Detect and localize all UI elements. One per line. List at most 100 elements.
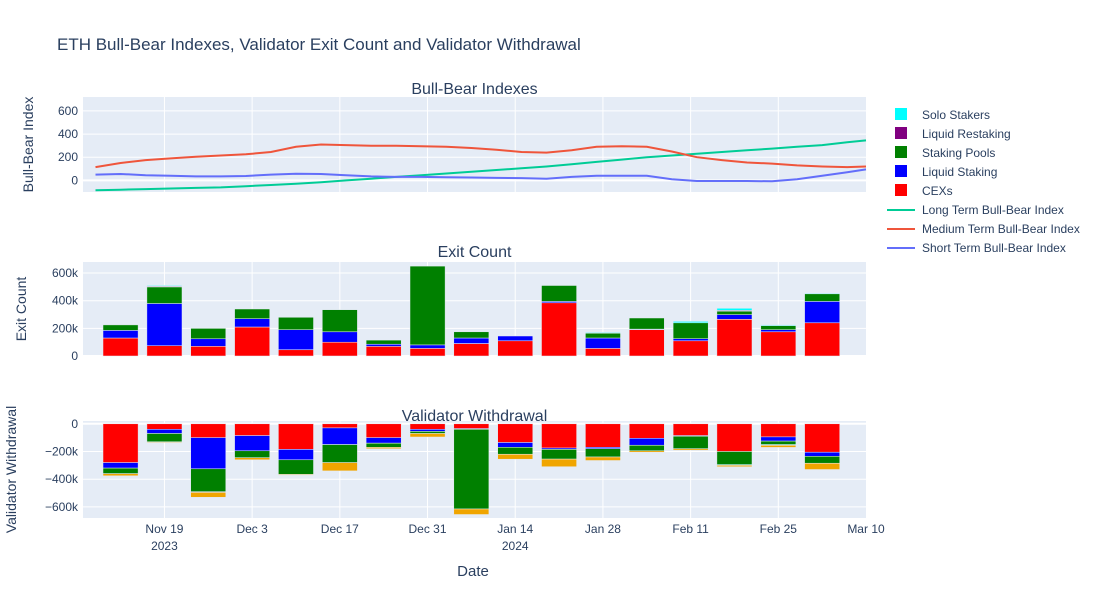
x-tick-label: Dec 17 [321,522,359,536]
bar-cex [102,337,139,357]
bar-pools [672,435,709,449]
bar-pools [278,459,314,475]
legend-item-solo[interactable]: Solo Stakers [895,108,990,122]
bar-other [497,454,534,460]
bar-pools [234,450,270,458]
bar-pools [409,431,446,434]
bar-pools [716,451,753,465]
y-tick-label: 0 [71,173,78,187]
bar-pools [672,322,709,339]
y-axis-label: Exit Count [13,277,29,342]
bar-pools [146,433,183,443]
y-tick-label: 600 [58,104,78,118]
bar-other [453,508,490,515]
legend-label: Short Term Bull-Bear Index [922,241,1066,255]
bar-other [628,450,665,453]
bar-other [365,447,402,449]
legend-swatch-solo [895,108,907,120]
legend-swatch-pools [895,146,907,158]
bar-other [716,465,753,467]
bar-cex [234,326,270,357]
legend-item-short[interactable]: Short Term Bull-Bear Index [887,241,1066,255]
bar-other [585,456,621,461]
bar-liquid [804,451,840,457]
bar-cex [278,349,314,357]
bar-cex [585,423,621,448]
subplot-title: Exit Count [438,244,512,261]
bar-pools [146,286,183,304]
subplot-title: Bull-Bear Indexes [411,81,537,98]
bar-pools [190,468,227,492]
y-tick-label: 200 [58,150,78,164]
bar-cex [497,423,534,443]
bar-cex [804,322,840,357]
bar-cex [628,423,665,439]
legend-swatch-liquid [895,165,907,177]
bar-pools [322,444,358,463]
bar-cex [804,423,840,453]
legend-label: Medium Term Bull-Bear Index [922,222,1080,236]
legend-item-pools[interactable]: Staking Pools [895,146,995,160]
bar-pools [453,331,490,339]
bar-liquid [497,442,534,448]
x-tick-year: 2024 [502,539,529,553]
bar-other [146,441,183,443]
bar-liquid [409,344,446,349]
bar-other [804,463,840,470]
legend-item-medium[interactable]: Medium Term Bull-Bear Index [887,222,1080,236]
bar-liquid [322,331,358,343]
bar-cex [146,345,183,357]
x-tick-year: 2023 [151,539,178,553]
bar-other [102,473,139,477]
y-tick-label: −400k [45,472,79,486]
bar-cex [716,319,753,357]
bar-liquid [453,337,490,344]
bar-liquid [146,429,183,434]
bar-cex [190,423,227,438]
bar-pools [365,442,402,448]
bar-pools [804,456,840,464]
y-tick-label: −200k [45,444,79,458]
panel-3: −600k −400k −200k 0 Validator Withdrawal Vali… [3,406,866,533]
bar-other [760,445,797,448]
x-tick-label: Feb 11 [672,522,709,536]
bar-liquid [102,330,139,339]
bar-other [541,458,577,467]
legend-label: Liquid Staking [922,165,997,179]
x-tick-label: Nov 19 [145,522,183,536]
legend-item-restaking[interactable]: Liquid Restaking [895,127,1011,141]
bar-liquid [190,338,227,347]
panel-1: 0 200 400 600 Bull-Bear Indexes Bull-Bear Ind… [20,81,867,192]
bar-pools [541,285,577,302]
series-line-medium [95,143,867,169]
y-tick-label: 0 [71,349,78,363]
bar-liquid [628,438,665,446]
subplot-title: Validator Withdrawal [402,408,548,425]
legend-label: CEXs [922,184,953,198]
bar-other [672,448,709,451]
legend-item-liquid[interactable]: Liquid Staking [895,165,997,179]
bar-liquid [278,329,314,350]
bar-pools [409,265,446,346]
bar-liquid [497,335,534,342]
legend-swatch-cex [895,184,907,196]
bar-cex [672,340,709,357]
y-tick-label: −600k [45,500,79,514]
legend-item-long[interactable]: Long Term Bull-Bear Index [887,203,1064,217]
bar-liquid [760,436,797,442]
x-tick-label: Jan 14 [497,522,533,536]
panel-2: 0 200k 400k 600k Exit Count Exit Count [13,244,866,363]
y-tick-label: 400 [58,127,78,141]
bar-liquid [804,301,840,324]
bar-cex [102,423,139,463]
legend-item-cex[interactable]: CEXs [895,184,953,198]
legend[interactable]: Solo Stakers Liquid Restaking Staking Pool… [887,108,1080,255]
bar-liquid [322,427,358,445]
bar-pools [628,445,665,452]
series-line-long [95,139,867,192]
bar-liquid [760,329,797,333]
bar-cex [628,329,665,357]
bar-liquid [365,344,402,347]
